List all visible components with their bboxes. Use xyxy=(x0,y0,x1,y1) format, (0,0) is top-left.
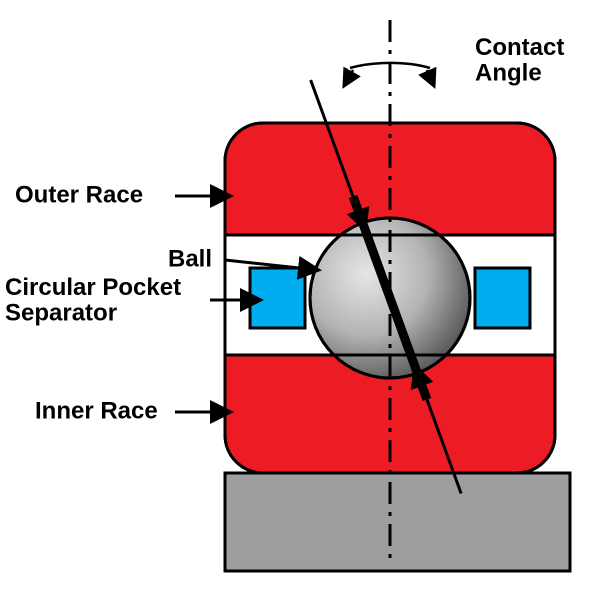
bearing-diagram: ContactAngle Outer Race Ball Circular Po… xyxy=(0,0,600,600)
angle-arrow-left xyxy=(344,70,353,86)
angle-arrow-right xyxy=(427,70,434,86)
label-contact-angle: ContactAngle xyxy=(475,35,564,87)
label-outer-race: Outer Race xyxy=(15,181,143,208)
label-inner-race: Inner Race xyxy=(35,397,158,424)
shaft-block xyxy=(225,473,570,571)
separator-left xyxy=(250,268,305,328)
separator-right xyxy=(475,268,530,328)
label-separator: Circular PocketSeparator xyxy=(5,275,181,327)
label-ball: Ball xyxy=(168,245,212,272)
